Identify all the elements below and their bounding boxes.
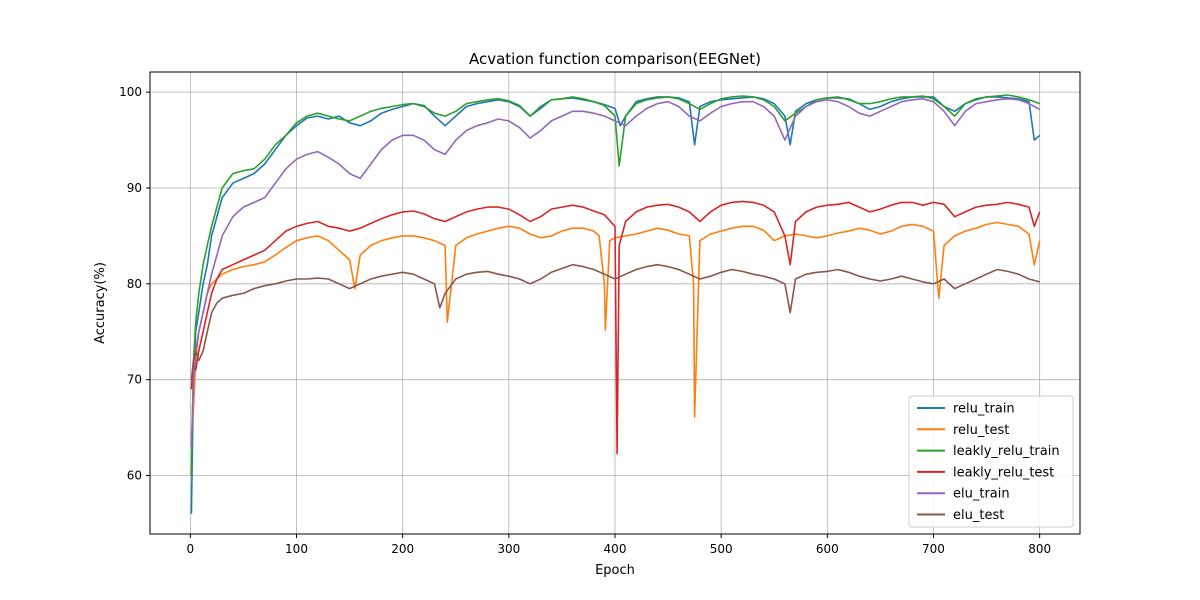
legend-label: leakly_relu_train bbox=[953, 444, 1060, 459]
ticks-layer: 0 100 200 300 400 500 600 700 800 60 70 80 90 100 bbox=[119, 85, 1051, 556]
legend: relu_train relu_test leakly_relu_trainleak… bbox=[908, 395, 1074, 528]
series-line-elu-test bbox=[190, 263, 1040, 380]
x-tick-label: 600 bbox=[816, 542, 839, 556]
legend-box bbox=[908, 395, 1074, 528]
x-tick-label: 700 bbox=[922, 542, 945, 556]
legend-label: elu_test bbox=[953, 508, 1004, 523]
x-tick-label: 100 bbox=[285, 542, 308, 556]
series-line-relu-train bbox=[190, 96, 1041, 514]
y-tick-label: 60 bbox=[127, 469, 142, 483]
series-layer bbox=[190, 94, 1041, 514]
x-tick-label: 200 bbox=[391, 542, 414, 556]
series-line-relu-test bbox=[190, 221, 1041, 438]
x-tick-label: 300 bbox=[497, 542, 520, 556]
x-tick-label: 400 bbox=[604, 542, 627, 556]
y-tick-label: 80 bbox=[127, 277, 142, 291]
y-tick-label: 70 bbox=[127, 373, 142, 387]
legend-label: relu_test bbox=[953, 423, 1009, 438]
x-tick-label: 0 bbox=[187, 542, 195, 556]
x-axis-label: Epoch bbox=[595, 563, 635, 578]
chart-title: Acvation function comparison(EEGNet) bbox=[469, 50, 761, 68]
x-tick-label: 500 bbox=[710, 542, 733, 556]
legend-label: relu_train bbox=[953, 402, 1015, 417]
y-tick-label: 100 bbox=[119, 85, 142, 99]
series-line-elu-train bbox=[190, 98, 1041, 447]
legend-label: elu_train bbox=[953, 487, 1010, 502]
y-axis-label: Accuracy(%) bbox=[93, 262, 108, 344]
legend-label: leakly_relu_test bbox=[953, 465, 1054, 480]
series-line-leakly-relu-train bbox=[190, 94, 1040, 476]
x-tick-label: 800 bbox=[1028, 542, 1051, 556]
y-tick-label: 90 bbox=[127, 181, 142, 195]
series-line-leakly-relu-test bbox=[190, 200, 1041, 455]
